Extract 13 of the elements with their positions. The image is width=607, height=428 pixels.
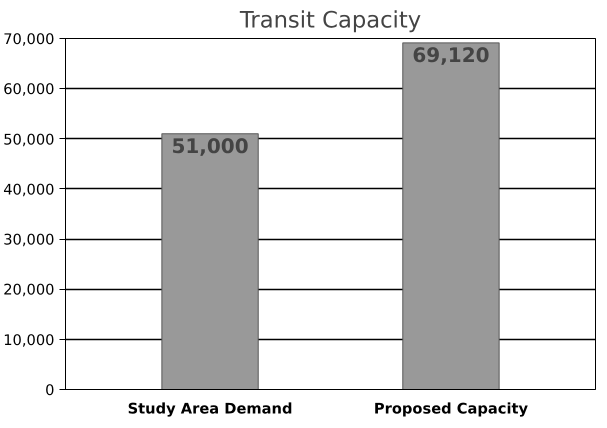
data-label: 51,000 (171, 134, 249, 158)
x-tick-label: Study Area Demand (128, 400, 292, 418)
y-tick-label: 30,000 (3, 232, 55, 249)
y-tick-label: 20,000 (3, 282, 55, 299)
data-label: 69,120 (412, 42, 490, 67)
x-tick-label: Proposed Capacity (374, 400, 528, 418)
y-tick-label: 0 (45, 382, 55, 399)
y-tick-label: 10,000 (3, 332, 55, 349)
y-tick-label: 50,000 (3, 131, 55, 148)
y-tick-label: 60,000 (3, 81, 55, 98)
y-tick-label: 40,000 (3, 181, 55, 198)
y-tick-label: 70,000 (3, 31, 55, 48)
chart-title: Transit Capacity (238, 8, 422, 34)
